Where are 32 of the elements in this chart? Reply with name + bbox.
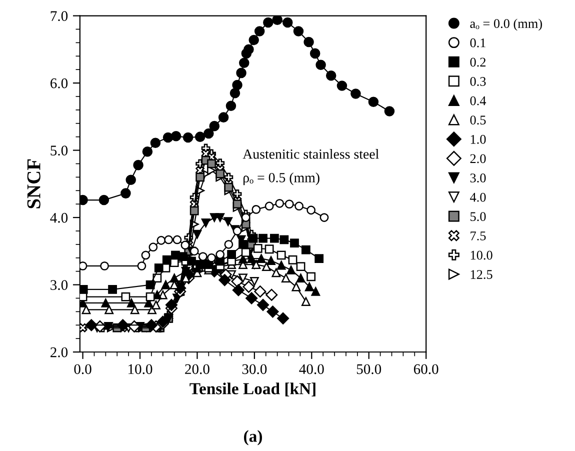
legend-label: 0.3 — [470, 77, 486, 86]
annotation: Austenitic stainless steel — [242, 149, 379, 159]
y-tick-label: 6.0 — [50, 78, 68, 88]
x-tick-label: 50.0 — [356, 364, 382, 374]
y-axis-title: SNCF — [27, 159, 40, 208]
x-axis-title: Tensile Load [kN] — [190, 382, 316, 396]
y-tick-label: 7.0 — [50, 11, 68, 22]
y-tick-label: 5.0 — [50, 146, 68, 156]
legend-label: 3.0 — [470, 174, 486, 182]
x-tick-label: 0.0 — [74, 364, 92, 374]
x-tick-label: 10.0 — [128, 364, 152, 374]
legend-label: 1.0 — [470, 134, 486, 144]
legend-label: 0.1 — [470, 38, 486, 48]
legend-label: 10.0 — [470, 250, 492, 260]
legend-label: 0.5 — [470, 116, 486, 125]
x-tick-label: 20.0 — [185, 364, 210, 374]
legend-label: 7.5 — [470, 232, 486, 240]
legend-label: 12.5 — [470, 270, 492, 280]
annotation: ρₒ = 0.5 (mm) — [244, 172, 320, 186]
x-tick-label: 30.0 — [242, 364, 267, 374]
legend-label: 0.4 — [470, 96, 486, 106]
y-tick-label: 2.0 — [50, 347, 68, 358]
legend-label: 2.0 — [470, 154, 486, 164]
y-tick-label: 4.0 — [50, 212, 68, 223]
legend-label: 5.0 — [470, 212, 486, 222]
text: (a) — [244, 430, 262, 446]
y-tick-label: 3.0 — [50, 280, 68, 290]
x-tick-label: 40.0 — [299, 364, 324, 374]
legend-label: aₒ = 0.0 (mm) — [470, 18, 542, 31]
legend-label: 4.0 — [470, 192, 486, 202]
legend-label: 0.2 — [470, 58, 486, 67]
x-tick-label: 60.0 — [414, 364, 438, 374]
